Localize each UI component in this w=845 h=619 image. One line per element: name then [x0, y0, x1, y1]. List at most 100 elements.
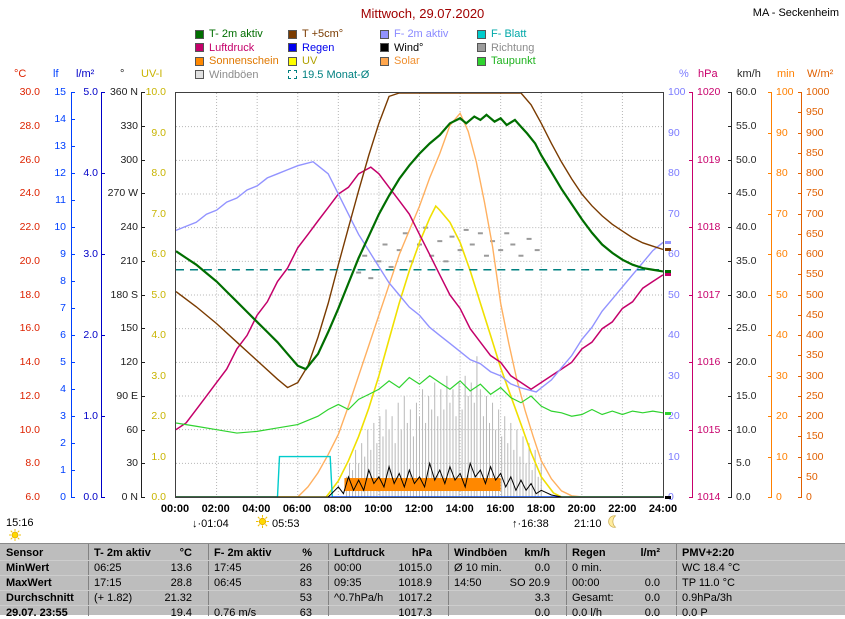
- legend-label: T- 2m aktiv: [209, 28, 263, 40]
- legend-item-19-5-monat[interactable]: 19.5 Monat-Ø: [288, 69, 369, 81]
- axis-tick: [728, 193, 731, 195]
- axis-tick: [72, 92, 75, 93]
- legend-label: Taupunkt: [491, 55, 536, 67]
- table-header-unit: hPa: [411, 547, 432, 559]
- table-header-t-2m-aktiv: T- 2m aktiv: [94, 547, 151, 559]
- legend-item-richtung[interactable]: Richtung: [477, 42, 534, 54]
- table-column-divider: [448, 544, 449, 616]
- sunshine-min-axis-label: 50: [776, 288, 788, 301]
- solar-wm2-axis-label: 600: [806, 248, 824, 260]
- table-cell-value: 1017.2: [398, 592, 432, 604]
- table-row-label: Durchschnitt: [6, 592, 74, 604]
- axis-tick: [768, 254, 771, 255]
- x-axis-label: 04:00: [242, 503, 271, 515]
- axis-tick: [768, 294, 771, 296]
- legend-item-taupunkt[interactable]: Taupunkt: [477, 55, 536, 67]
- legend-label: Richtung: [491, 41, 535, 54]
- series-uv: [176, 204, 663, 497]
- axis-tick: [728, 125, 731, 127]
- temperature-axis-label: 6.0: [25, 491, 40, 503]
- temperature-axis-label: 16.0: [19, 322, 40, 335]
- lf-axis-label: 9: [60, 248, 66, 260]
- legend-item-windb-en[interactable]: Windböen: [195, 69, 259, 81]
- humidity-axis-label: 80: [668, 167, 680, 179]
- table-row-label: MaxWert: [6, 577, 52, 589]
- axis-tick: [72, 416, 75, 417]
- station-name: MA - Seckenheim: [752, 7, 839, 19]
- sunshine-min-axis-label: 20: [776, 410, 788, 422]
- table-cell-info: 00:00: [572, 577, 600, 589]
- humidity-axis-label: 50: [668, 288, 680, 301]
- wind-speed-axis-label: 15.0: [736, 389, 757, 402]
- rain-lm2-axis-label: 2.0: [83, 329, 98, 341]
- axis-tick: [689, 92, 692, 93]
- axis-tick: [72, 200, 75, 201]
- lf-axis-label: 11: [55, 194, 66, 206]
- pressure-axis-unit: hPa: [698, 68, 718, 80]
- table-cell-pmv: 0.0 P: [682, 607, 708, 619]
- pressure-axis-label: 1018: [697, 221, 721, 233]
- axis-tick: [798, 132, 801, 134]
- legend-item-t-5cm[interactable]: T +5cm°: [288, 28, 343, 40]
- table-cell-info: 00:00: [334, 562, 362, 574]
- sunset-time: 21:10: [574, 518, 602, 530]
- axis-tick: [798, 173, 801, 174]
- solar-wm2-axis-label: 300: [806, 369, 824, 382]
- solar-wm2-axis-label: 350: [806, 349, 824, 362]
- x-axis-label: 18:00: [526, 503, 556, 515]
- axis-tick-rule: [731, 92, 732, 498]
- sunshine-min-axis-label: 30: [776, 369, 788, 382]
- x-axis-label: 14:00: [445, 503, 474, 515]
- table-header-unit: °C: [179, 547, 192, 559]
- sunshine-min-axis-label: 80: [776, 167, 788, 179]
- moonrise-label: 16:38: [521, 518, 549, 530]
- temperature-axis-label: 30.0: [19, 86, 40, 98]
- axis-tick: [102, 416, 105, 417]
- legend-item-f-blatt[interactable]: F- Blatt: [477, 28, 526, 40]
- axis-tick: [72, 308, 75, 309]
- axis-tick: [72, 254, 75, 255]
- wind-speed-axis-label: 45.0: [736, 187, 757, 200]
- sunshine-min-axis-label: 60: [776, 248, 788, 260]
- wind-speed-axis-label: 10.0: [736, 423, 757, 436]
- solar-wm2-axis-label: 850: [806, 146, 824, 159]
- uv-swatch-icon: [288, 56, 297, 66]
- legend-item-regen[interactable]: Regen: [288, 42, 334, 54]
- table-cell-value: 1015.0: [398, 562, 432, 574]
- temperature-axis-label: 26.0: [19, 153, 40, 166]
- wind-direction-axis-label: 210: [120, 254, 138, 267]
- table-cell-value: 0.0: [534, 607, 550, 619]
- sunset-label: 21:10: [574, 518, 602, 530]
- table-row-divider: [0, 575, 845, 576]
- moon-icon: [607, 515, 619, 528]
- humidity-axis-label: 30: [668, 369, 680, 382]
- table-cell-value: 0.0: [644, 607, 660, 619]
- axis-tick: [72, 497, 75, 498]
- table-cell-info: ^0.7hPa/h: [334, 592, 384, 604]
- table-cell-value: 13.6: [170, 562, 192, 574]
- pressure-axis-label: 1016: [697, 356, 721, 368]
- legend-item-solar[interactable]: Solar: [380, 55, 420, 67]
- table-header-sensor: Sensor: [6, 547, 44, 559]
- legend-item-uv[interactable]: UV: [288, 55, 317, 67]
- axis-tick: [72, 281, 75, 282]
- legend-item-sonnenschein[interactable]: Sonnenschein: [195, 55, 279, 67]
- series-f-blatt: [176, 455, 663, 497]
- current-value-marker-t-5cm: [665, 247, 671, 251]
- table-header-f-2m-aktiv: F- 2m aktiv: [214, 547, 272, 559]
- x-axis-label: 10:00: [364, 503, 393, 515]
- wind-direction-axis-label: 360 N: [109, 86, 138, 98]
- legend-label: UV: [302, 55, 318, 67]
- axis-tick: [798, 395, 801, 397]
- axis-tick: [102, 497, 105, 498]
- legend-item-wind[interactable]: Wind°: [380, 42, 423, 54]
- uv-index-axis-label: 8.0: [151, 167, 166, 179]
- axis-tick: [689, 497, 692, 498]
- sunshine-min-axis-label: 70: [776, 207, 788, 220]
- legend-item-f-2m-aktiv[interactable]: F- 2m aktiv: [380, 28, 448, 40]
- legend-item-luftdruck[interactable]: Luftdruck: [195, 42, 254, 54]
- legend-item-t-2m-aktiv[interactable]: T- 2m aktiv: [195, 28, 263, 40]
- uv-index-axis-label: 4.0: [151, 329, 166, 341]
- wind-direction-axis-label: 60: [126, 423, 138, 436]
- axis-tick: [72, 146, 75, 147]
